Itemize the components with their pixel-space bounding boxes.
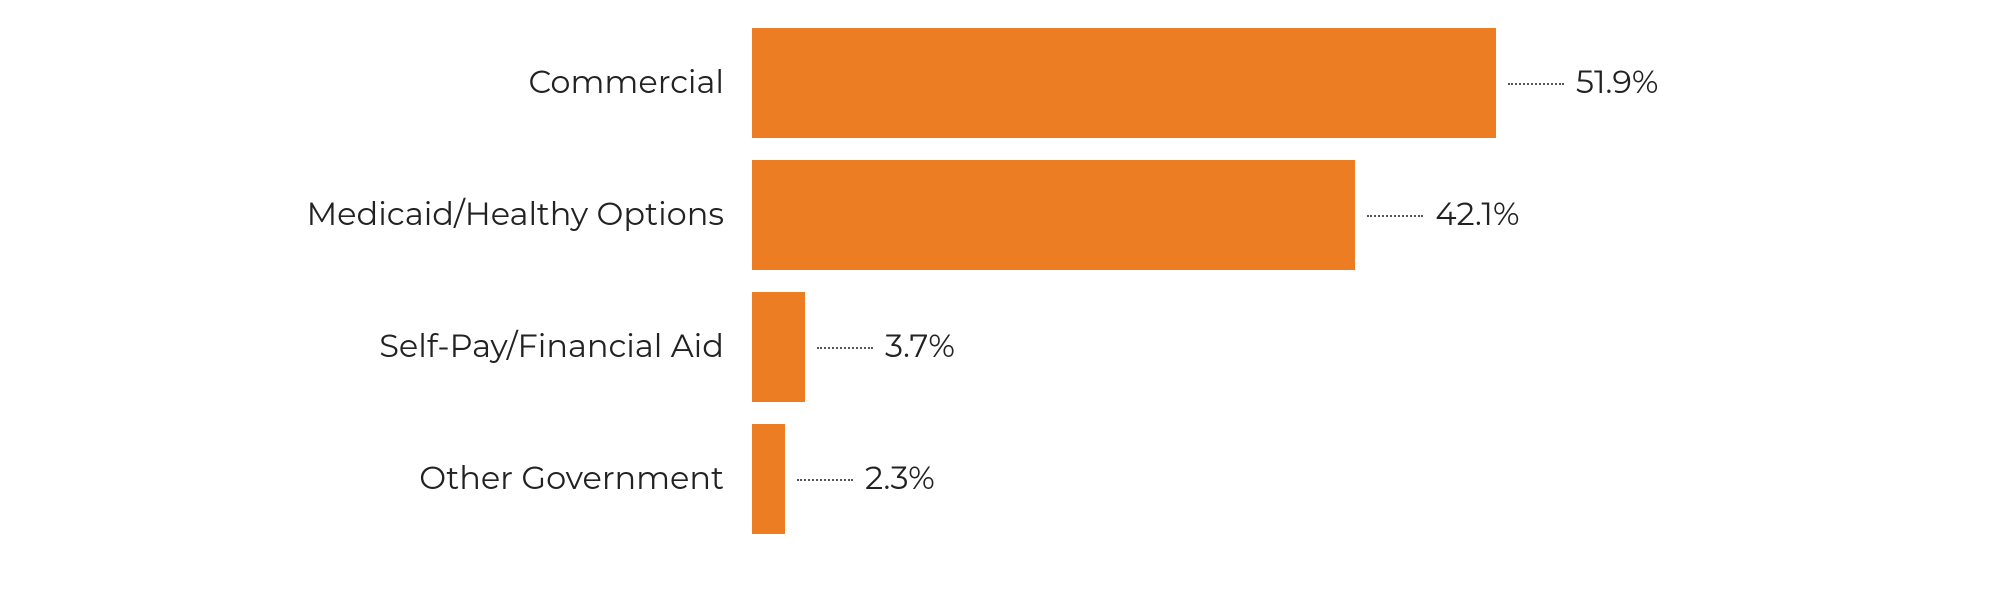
category-label: Other Government bbox=[419, 459, 752, 498]
category-label: Commercial bbox=[528, 63, 752, 102]
leader-line bbox=[1508, 83, 1564, 85]
leader-line bbox=[1367, 215, 1423, 217]
bar bbox=[752, 28, 1496, 138]
category-label: Self-Pay/Financial Aid bbox=[379, 327, 752, 366]
value-label: 51.9% bbox=[1576, 63, 1658, 102]
chart-row bbox=[0, 292, 2000, 402]
chart-row bbox=[0, 424, 2000, 534]
value-label: 2.3% bbox=[865, 459, 935, 498]
value-label: 3.7% bbox=[885, 327, 955, 366]
value-label: 42.1% bbox=[1435, 195, 1519, 234]
leader-line bbox=[817, 347, 873, 349]
bar bbox=[752, 292, 805, 402]
bar bbox=[752, 424, 785, 534]
category-label: Medicaid/Healthy Options bbox=[307, 195, 752, 234]
payer-mix-bar-chart: Commercial 51.9% Medicaid/Healthy Options 4… bbox=[0, 0, 2000, 601]
leader-line bbox=[797, 479, 853, 481]
bar bbox=[752, 160, 1355, 270]
